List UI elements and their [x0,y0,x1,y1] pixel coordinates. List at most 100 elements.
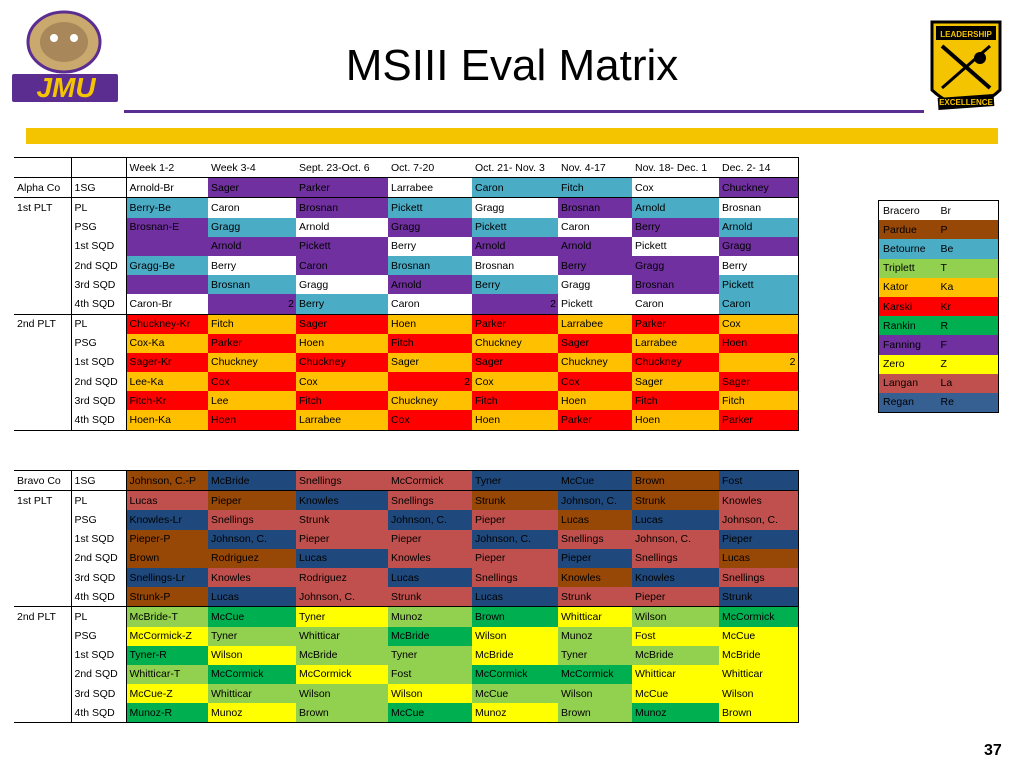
evaluator-cell: Brosnan [558,197,632,218]
legend-name: Fanning [878,335,937,355]
evaluator-cell: Johnson, C. [632,529,719,549]
evaluator-cell: Brosnan [632,275,719,295]
column-header [14,156,72,179]
legend-code: P [936,220,999,240]
unit-label [14,529,72,549]
evaluator-cell: Tyner [296,606,388,627]
unit-label [14,333,72,353]
unit-label [14,294,72,314]
legend-code: Re [936,392,999,413]
legend-row: Pardue P [878,220,999,240]
evaluator-cell: Berry [296,294,388,314]
evaluator-cell: Strunk [719,587,799,607]
unit-label [14,410,72,431]
jmu-logo-text: JMU [36,72,96,103]
evaluator-cell: Gragg [299,278,329,291]
evaluator-cell: Sager [208,177,296,198]
evaluator-cell: Cox [719,313,799,334]
evaluator-cell: Knowles [296,490,388,511]
leadership-excellence-logo: LEADERSHIP EXCELLENCE [928,18,1004,122]
evaluator-cell: Pieper [472,548,558,568]
position-label: PSG [71,626,127,646]
evaluator-cell: McCormick [719,606,799,627]
evaluator-cell: Cox [558,372,632,392]
legend-code: Kr [936,296,999,317]
evaluator-cell: Snellings [719,567,799,588]
evaluator-cell: Fitch [719,391,799,411]
evaluator-cell: McCue [632,684,719,704]
evaluator-cell: Gragg [208,217,296,237]
evaluator-cell: Munoz-R [126,703,208,724]
evaluator-cell: Snellings [208,510,296,530]
position-label: 4th SQD [71,410,127,431]
unit-label: 2nd PLT [14,313,72,334]
position-label: PSG [71,333,127,353]
evaluator-cell: Arnold-Br [129,181,174,194]
evaluator-cell: Larrabee [558,313,632,334]
evaluator-cell: Lucas [296,548,388,568]
position-label: PL [71,490,127,511]
column-header: Week 1-2 [126,156,208,179]
position-label: 3rd SQD [71,391,127,411]
legend-name: Betourne [878,239,937,259]
evaluator-cell: Sager [719,372,799,392]
evaluator-cell: Strunk [558,587,632,607]
evaluator-cell: Whitticar [719,664,799,685]
evaluator-cell: Wilson [632,606,719,627]
evaluator-cell: Brosnan-E [126,217,208,237]
evaluator-cell: Brown [719,703,799,724]
evaluator-cell: Brown [558,703,632,724]
evaluator-cell: 2 [472,294,558,314]
evaluator-cell: Berry [211,259,237,272]
evaluator-cell: Brosnan [296,197,388,218]
evaluator-cell: Cox [296,372,388,392]
evaluator-cell: McCue [472,684,558,704]
evaluator-cell: Knowles [632,567,719,588]
legend-row: Kator Ka [878,277,999,297]
legend-name: Regan [878,392,937,413]
evaluator-cell: Berry [719,255,799,276]
evaluator-cell: Chuckney [719,177,799,198]
unit-label [14,275,72,295]
evaluator-cell: Hoen [632,410,719,431]
evaluator-cell: Brosnan [208,275,296,295]
unit-label [14,645,72,665]
legend-row: Langan La [878,373,999,393]
evaluator-cell: Fitch [632,391,719,411]
evaluator-cell: Hoen [558,391,632,411]
evaluator-cell: Gragg [388,217,472,237]
matrix-row: 1st SQD Sager-Kr Chuckney Chuckney Sager Sage… [14,352,799,373]
page-number: 37 [984,742,1002,759]
evaluator-cell: Lee [208,391,296,411]
evaluator-cell: Whitticar [558,606,632,627]
column-header: Week 3-4 [208,156,296,179]
matrix-row: 1st SQD Tyner-R Wilson McBride Tyner McBride T… [14,645,799,665]
matrix-row: 2nd SQD Brown Rodriguez Lucas Knowles Pieper P… [14,548,799,568]
evaluator-cell: Pickett [719,275,799,295]
evaluator-cell: 2 [719,352,799,373]
evaluator-cell: Sager [296,313,388,334]
matrix-row: 2nd SQD Lee-Ka Cox Cox 2 Cox Cox Sager Sager [14,372,799,392]
evaluator-cell: Fitch [296,391,388,411]
evaluator-cell: Arnold [558,236,632,256]
evaluator-cell: Pieper [208,490,296,511]
unit-label [14,567,72,588]
matrix-row: PSG Knowles-Lr Snellings Strunk Johnson, C. P… [14,510,799,530]
evaluator-cell: Pickett [561,297,593,310]
excellence-text: EXCELLENCE [939,98,993,107]
evaluator-cell: Whitticar-T [126,664,208,685]
position-label: PSG [71,510,127,530]
legend-row: Rankin R [878,316,999,336]
evaluator-cell: Tyner-R [126,645,208,665]
evaluator-cell: Wilson [208,645,296,665]
position-label: 2nd SQD [71,664,127,685]
unit-label [14,372,72,392]
position-label: 1st SQD [71,529,127,549]
matrix-row: 3rd SQD Snellings-Lr Knowles Rodriguez Lucas… [14,567,799,588]
legend-name: Bracero [883,204,920,217]
evaluator-cell: Pickett [388,197,472,218]
evaluator-cell: Arnold [632,197,719,218]
evaluator-cell: Brosnan [388,255,472,276]
evaluator-cell: Gragg [719,236,799,256]
evaluator-cell: Cox [388,410,472,431]
